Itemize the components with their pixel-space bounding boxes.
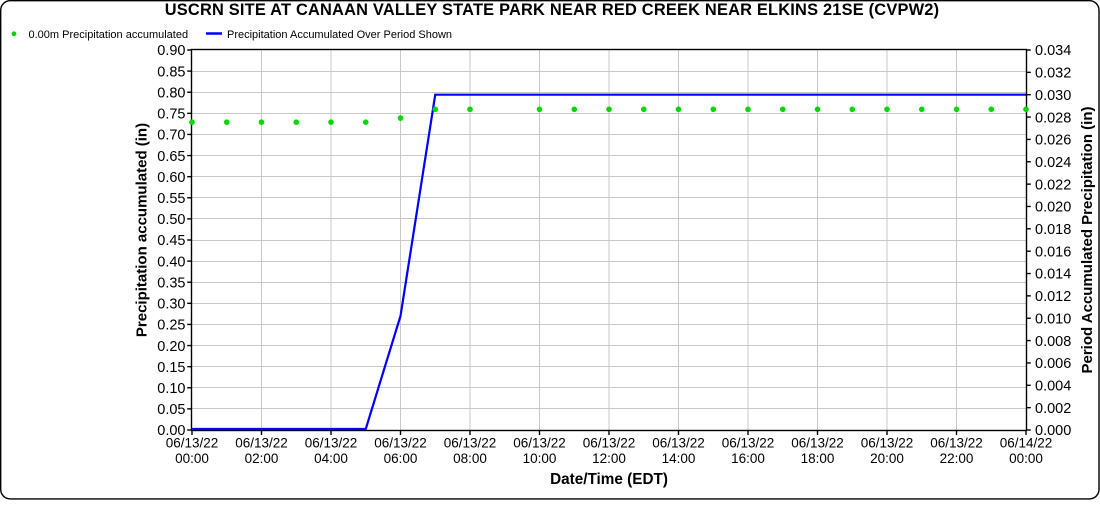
svg-text:0.026: 0.026 xyxy=(1035,133,1071,149)
svg-text:Period Accumulated Precipitati: Period Accumulated Precipitation (in) xyxy=(1079,107,1096,374)
svg-text:USCRN SITE AT CANAAN VALLEY ST: USCRN SITE AT CANAAN VALLEY STATE PARK N… xyxy=(165,1,940,19)
svg-text:0.020: 0.020 xyxy=(1035,200,1071,216)
svg-text:Precipitation accumulated (in): Precipitation accumulated (in) xyxy=(134,123,151,337)
svg-text:0.014: 0.014 xyxy=(1035,267,1071,283)
svg-text:Precipitation Accumulated Over: Precipitation Accumulated Over Period Sh… xyxy=(227,29,452,41)
svg-text:0.010: 0.010 xyxy=(1035,311,1071,327)
svg-text:0.70: 0.70 xyxy=(157,128,185,144)
svg-text:0.008: 0.008 xyxy=(1035,334,1071,350)
svg-text:0.30: 0.30 xyxy=(157,297,185,313)
svg-text:0.028: 0.028 xyxy=(1035,110,1071,126)
svg-text:0.00: 0.00 xyxy=(157,423,185,439)
svg-text:0.55: 0.55 xyxy=(157,191,185,207)
svg-text:0.65: 0.65 xyxy=(157,149,185,165)
svg-text:0.90: 0.90 xyxy=(157,43,185,59)
svg-text:0.35: 0.35 xyxy=(157,275,185,291)
svg-text:0.85: 0.85 xyxy=(157,64,185,80)
svg-text:0.018: 0.018 xyxy=(1035,222,1071,238)
svg-text:0.60: 0.60 xyxy=(157,170,185,186)
svg-text:0.004: 0.004 xyxy=(1035,379,1071,395)
svg-text:0.15: 0.15 xyxy=(157,360,185,376)
svg-text:0.40: 0.40 xyxy=(157,254,185,270)
svg-text:0.002: 0.002 xyxy=(1035,401,1071,417)
svg-text:0.032: 0.032 xyxy=(1035,66,1071,82)
svg-text:0.00m Precipitation accumulate: 0.00m Precipitation accumulated xyxy=(29,29,189,41)
svg-text:0.20: 0.20 xyxy=(157,339,185,355)
svg-text:0.016: 0.016 xyxy=(1035,244,1071,260)
svg-text:0.80: 0.80 xyxy=(157,85,185,101)
svg-text:0.034: 0.034 xyxy=(1035,43,1071,59)
svg-text:0.006: 0.006 xyxy=(1035,356,1071,372)
svg-text:0.000: 0.000 xyxy=(1035,423,1071,439)
svg-text:0.012: 0.012 xyxy=(1035,289,1071,305)
svg-text:0.75: 0.75 xyxy=(157,107,185,123)
svg-text:0.10: 0.10 xyxy=(157,381,185,397)
svg-text:0.022: 0.022 xyxy=(1035,177,1071,193)
svg-text:0.030: 0.030 xyxy=(1035,88,1071,104)
svg-text:0.50: 0.50 xyxy=(157,212,185,228)
svg-text:0.024: 0.024 xyxy=(1035,155,1071,171)
svg-text:Date/Time (EDT): Date/Time (EDT) xyxy=(550,471,668,488)
svg-text:0.25: 0.25 xyxy=(157,318,185,334)
svg-text:0.05: 0.05 xyxy=(157,402,185,418)
svg-text:0.45: 0.45 xyxy=(157,233,185,249)
